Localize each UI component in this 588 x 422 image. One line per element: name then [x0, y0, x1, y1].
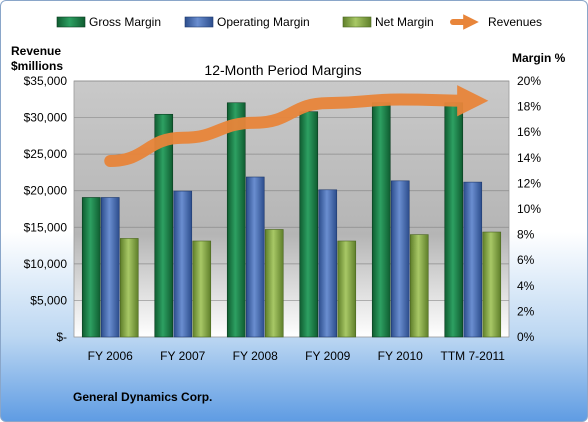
bar-gross-margin [226, 102, 246, 338]
plot-area [73, 80, 510, 338]
right-tick-label: 2% [517, 304, 535, 318]
left-tick-label: $- [56, 330, 67, 344]
left-tick-label: $30,000 [24, 111, 68, 125]
bar-gross-margin [154, 113, 174, 338]
bar-gross-margin [81, 197, 101, 338]
legend-label-revenues: Revenues [488, 15, 542, 29]
legend-swatch-operating-margin [184, 16, 214, 28]
left-tick-label: $35,000 [24, 74, 68, 88]
bar-operating-margin [463, 181, 483, 338]
bar-gross-margin [299, 111, 319, 338]
bar-operating-margin [245, 176, 265, 338]
bar-net-margin [337, 240, 357, 338]
legend: Gross Margin Operating Margin Net Margin… [56, 14, 542, 30]
right-tick-label: 0% [517, 330, 535, 344]
right-axis-ticks: 0% 2% 4% 6% 8% 10% 12% 14% 16% 18% 20% [517, 74, 541, 344]
bars [81, 102, 502, 338]
right-tick-label: 20% [517, 74, 541, 88]
right-tick-label: 16% [517, 125, 541, 139]
legend-swatch-net-margin [342, 16, 372, 28]
x-tick-label: FY 2008 [233, 349, 278, 363]
bar-operating-margin [100, 197, 120, 338]
x-tick-label: FY 2010 [378, 349, 423, 363]
chart-title: 12-Month Period Margins [204, 62, 361, 78]
x-tick-label: TTM 7-2011 [441, 349, 506, 363]
left-tick-label: $15,000 [24, 220, 68, 234]
right-tick-label: 12% [517, 176, 541, 190]
bar-gross-margin [371, 102, 391, 338]
bar-net-margin [119, 238, 139, 338]
right-tick-label: 8% [517, 228, 535, 242]
x-tick-label: FY 2009 [305, 349, 350, 363]
revenue-line [104, 85, 489, 167]
bar-net-margin [264, 229, 284, 338]
right-axis-title: Margin % [512, 51, 566, 65]
left-axis-ticks: $- $5,000 $10,000 $15,000 $20,000 $25,000 $30,… [24, 74, 68, 344]
left-tick-label: $5,000 [30, 293, 67, 307]
legend-label-net-margin: Net Margin [375, 15, 434, 29]
left-tick-label: $25,000 [24, 147, 68, 161]
bar-operating-margin [390, 180, 410, 338]
bar-operating-margin [173, 190, 193, 338]
legend-label-gross-margin: Gross Margin [89, 15, 161, 29]
right-tick-label: 18% [517, 100, 541, 114]
bar-net-margin [482, 231, 502, 338]
bar-net-margin [192, 240, 212, 338]
bar-gross-margin [444, 102, 464, 338]
right-tick-label: 14% [517, 151, 541, 165]
left-axis-title-line2: $millions [11, 59, 63, 73]
legend-label-operating-margin: Operating Margin [217, 15, 310, 29]
company-name: General Dynamics Corp. [73, 390, 212, 404]
legend-swatch-gross-margin [56, 16, 86, 28]
x-tick-label: FY 2006 [88, 349, 133, 363]
gridlines [74, 80, 509, 301]
bar-operating-margin [318, 189, 338, 338]
right-tick-label: 6% [517, 253, 535, 267]
revenue-line-path [104, 85, 489, 167]
right-tick-label: 10% [517, 202, 541, 216]
x-tick-label: FY 2007 [160, 349, 205, 363]
left-tick-label: $20,000 [24, 184, 68, 198]
left-axis-title-line1: Revenue [11, 44, 61, 58]
x-axis-ticks: FY 2006 FY 2007 FY 2008 FY 2009 FY 2010 TTM 7… [88, 349, 506, 363]
bar-net-margin [409, 234, 429, 338]
right-tick-label: 4% [517, 279, 535, 293]
left-tick-label: $10,000 [24, 257, 68, 271]
